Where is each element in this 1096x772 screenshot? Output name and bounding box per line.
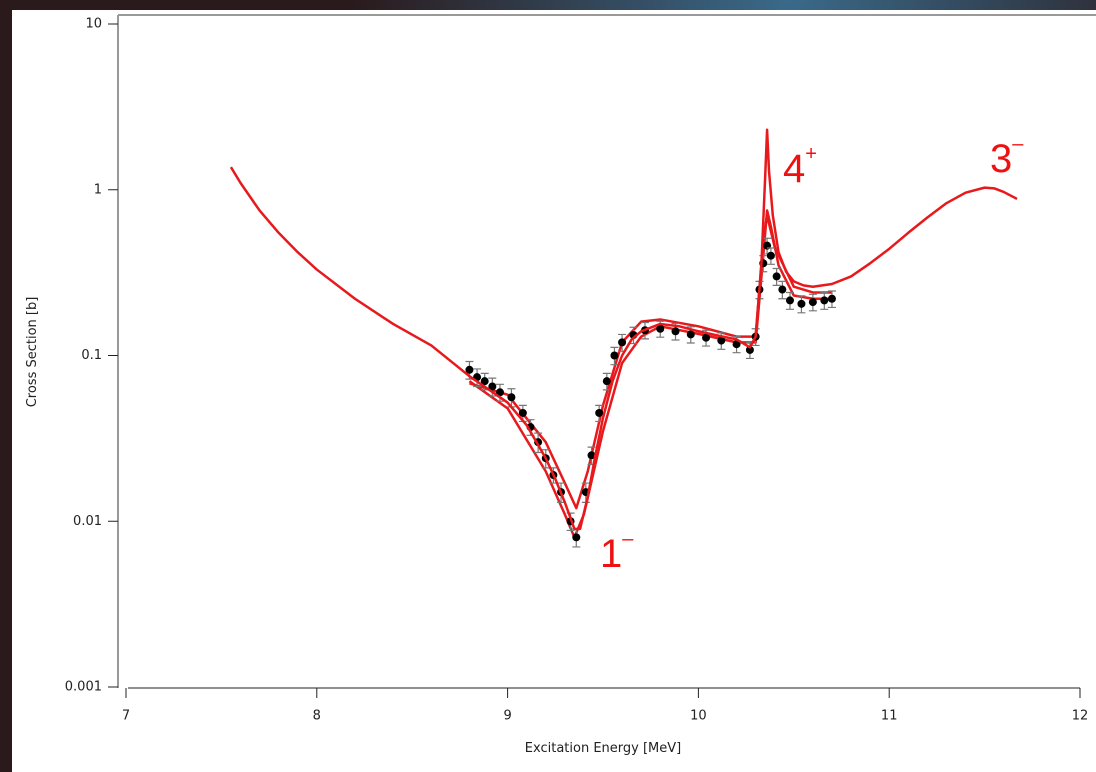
- data-point: [488, 382, 497, 391]
- data-point: [518, 408, 527, 417]
- y-axis-label: Cross Section [b]: [25, 297, 40, 408]
- curve: [229, 128, 1018, 531]
- data-point: [785, 296, 794, 305]
- x-axis-label: Excitation Energy [MeV]: [525, 741, 681, 756]
- data-point: [587, 451, 596, 460]
- data-point: [772, 272, 781, 281]
- data-point: [702, 333, 711, 342]
- y-tick-label: 0.01: [73, 514, 102, 529]
- data-point: [808, 298, 817, 307]
- x-tick-label: 11: [881, 709, 898, 724]
- data-point: [820, 296, 829, 305]
- data-point: [686, 330, 695, 339]
- y-tick-label: 10: [85, 17, 102, 32]
- x-tick-label: 12: [1072, 709, 1089, 724]
- data-point: [656, 324, 665, 333]
- data-point: [745, 345, 754, 354]
- annotation: 3–: [990, 133, 1024, 181]
- y-tick-label: 0.001: [65, 680, 102, 695]
- data-point: [732, 340, 741, 349]
- data-point: [480, 377, 489, 386]
- data-point: [778, 285, 787, 294]
- data-point: [495, 388, 504, 397]
- y-tick-label: 1: [94, 182, 102, 197]
- x-tick-label: 8: [313, 709, 321, 724]
- annotation: 4+: [783, 143, 817, 191]
- data-point: [827, 294, 836, 303]
- plot-panel: [12, 10, 1096, 772]
- data-point: [797, 299, 806, 308]
- y-tick-label: 0.1: [81, 348, 102, 363]
- x-tick-label: 10: [690, 709, 707, 724]
- data-point: [610, 351, 619, 360]
- x-tick-label: 9: [503, 709, 511, 724]
- data-point: [717, 336, 726, 345]
- data-point: [572, 533, 581, 542]
- annotation: 1–: [600, 528, 634, 576]
- data-point: [671, 327, 680, 336]
- data-point: [618, 338, 627, 347]
- data-point: [766, 251, 775, 260]
- data-point: [602, 377, 611, 386]
- data-point: [465, 365, 474, 374]
- data-point: [507, 393, 516, 402]
- data-point: [595, 408, 604, 417]
- x-tick-label: 7: [122, 709, 130, 724]
